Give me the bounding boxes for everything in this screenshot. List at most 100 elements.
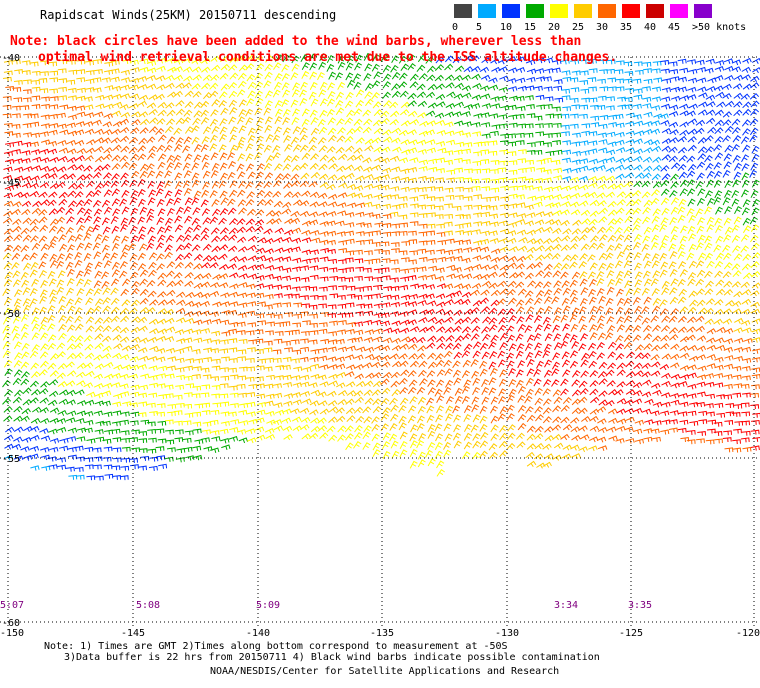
wind-barb <box>211 198 220 207</box>
wind-barb <box>319 364 329 370</box>
wind-barb <box>264 124 273 133</box>
wind-barb <box>488 443 498 451</box>
wind-barb <box>427 83 437 91</box>
wind-barb <box>632 103 642 110</box>
wind-barb <box>543 103 553 109</box>
wind-barb <box>121 345 132 352</box>
wind-barb <box>346 345 356 352</box>
wind-barb <box>497 167 507 173</box>
wind-barb <box>742 128 751 136</box>
wind-barb <box>229 107 238 115</box>
wind-barb <box>119 104 129 111</box>
wind-barb <box>616 316 625 325</box>
wind-barb <box>165 347 176 354</box>
wind-barb <box>76 278 85 287</box>
wind-barb <box>722 83 732 90</box>
wind-barb <box>101 400 111 407</box>
wind-barb <box>625 438 635 444</box>
wind-barb <box>59 173 69 180</box>
wind-barb <box>427 458 436 467</box>
wind-barb <box>507 424 516 432</box>
wind-barb <box>427 258 437 264</box>
wind-barb <box>380 413 390 421</box>
wind-barb <box>733 253 743 261</box>
wind-barb <box>255 209 265 217</box>
wind-barb <box>488 140 498 146</box>
wind-barb <box>525 104 535 110</box>
wind-barb <box>479 66 490 73</box>
wind-barb <box>668 327 679 334</box>
wind-barb <box>426 325 436 332</box>
wind-barb <box>49 218 59 226</box>
wind-barb <box>148 365 158 371</box>
wind-barb <box>11 148 21 155</box>
wind-barb <box>337 329 347 335</box>
wind-barb <box>389 101 399 109</box>
wind-barb <box>200 310 211 317</box>
wind-barb <box>679 268 688 277</box>
wind-barb <box>48 191 58 198</box>
wind-barb <box>319 239 329 246</box>
wind-barb <box>453 157 463 163</box>
wind-barb <box>455 176 464 182</box>
wind-barb <box>146 208 155 217</box>
wind-barb <box>238 207 247 215</box>
wind-barb <box>695 59 705 66</box>
wind-barb <box>679 188 688 196</box>
wind-barb <box>274 126 283 135</box>
wind-barb <box>256 255 267 262</box>
wind-barb <box>101 137 111 144</box>
wind-barb <box>327 313 337 319</box>
wind-barb <box>344 117 354 125</box>
wind-barb <box>463 196 473 202</box>
wind-barb <box>111 465 121 471</box>
wind-barb <box>308 286 318 292</box>
wind-barb <box>245 428 256 434</box>
wind-barb <box>588 360 597 369</box>
wind-barb <box>301 190 311 197</box>
wind-barb <box>731 224 740 233</box>
wind-barb <box>704 252 713 261</box>
wind-barb <box>660 325 670 333</box>
wind-barb <box>507 77 517 84</box>
wind-barb <box>661 353 672 360</box>
wind-barb <box>552 416 562 424</box>
wind-barb <box>597 200 607 207</box>
wind-barb <box>40 157 50 164</box>
wind-barb <box>112 121 123 128</box>
wind-barb <box>119 126 130 134</box>
wind-barb <box>156 144 166 153</box>
wind-barb <box>256 189 266 198</box>
wind-barb <box>372 53 380 62</box>
wind-barb <box>245 198 255 207</box>
wind-barb <box>733 290 743 298</box>
wind-barb <box>446 273 456 280</box>
wind-barb <box>614 164 625 171</box>
wind-barb <box>255 292 265 299</box>
wind-barb <box>20 271 29 280</box>
wind-barb <box>499 342 508 350</box>
wind-barb <box>391 71 401 80</box>
wind-barb <box>390 110 400 118</box>
wind-barb <box>84 104 94 110</box>
wind-barb <box>174 329 185 335</box>
wind-barb <box>2 397 12 405</box>
wind-barb <box>167 91 177 98</box>
wind-barb <box>382 432 391 441</box>
wind-barb <box>93 69 103 75</box>
wind-barb <box>589 425 600 432</box>
wind-barb <box>705 280 714 288</box>
wind-barb <box>679 121 689 128</box>
wind-barb <box>92 199 102 208</box>
wind-barb <box>157 134 167 142</box>
wind-barb <box>419 194 429 200</box>
wind-barb <box>407 62 416 71</box>
wind-barb <box>400 294 411 301</box>
wind-barb <box>643 343 653 350</box>
wind-barb <box>615 86 625 92</box>
wind-barb <box>290 358 300 364</box>
wind-barb <box>3 235 14 242</box>
wind-barb <box>689 420 699 426</box>
wind-barb <box>733 109 743 117</box>
wind-barb <box>272 89 281 98</box>
